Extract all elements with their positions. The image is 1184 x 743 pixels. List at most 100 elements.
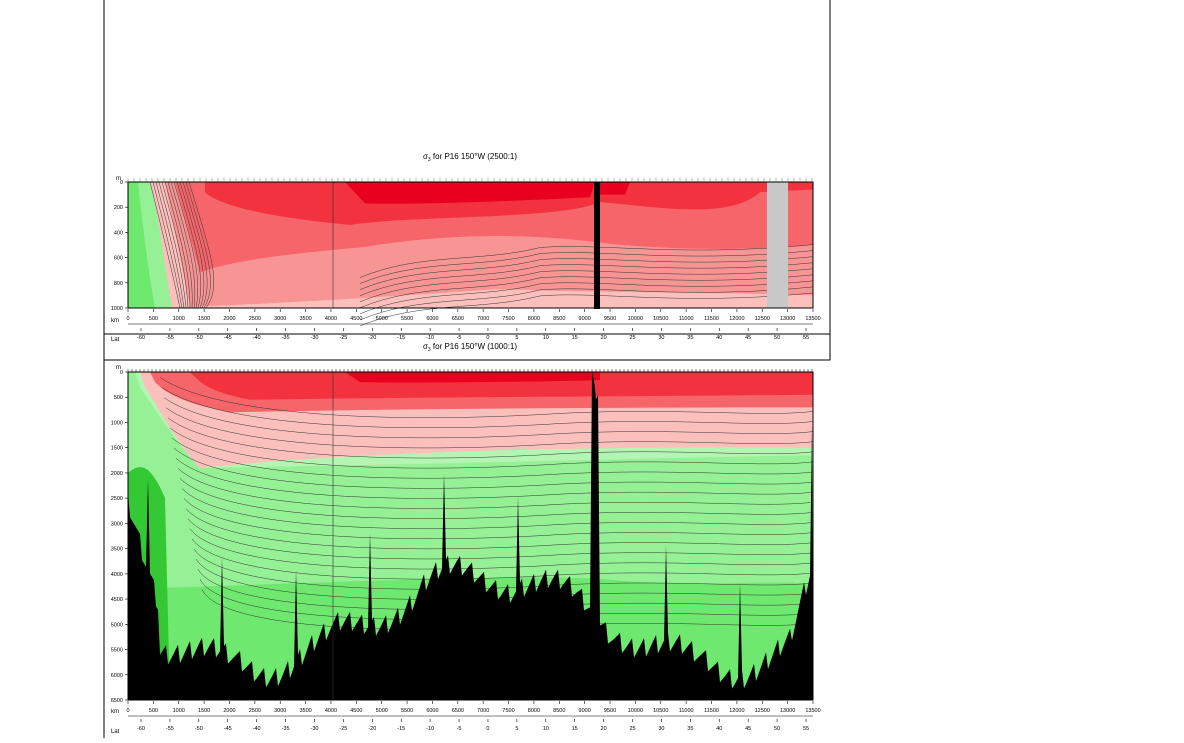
lat-tick-label: -40 [253, 335, 261, 341]
km-tick-label: 6500 [452, 316, 464, 322]
lat-tick-label: -60 [137, 335, 145, 341]
lat-tick-label: -25 [339, 335, 347, 341]
km-tick-label: 1500 [198, 708, 210, 714]
lat-tick-label: -10 [426, 726, 434, 732]
km-tick-label: 8500 [553, 708, 565, 714]
km-tick-label: 13500 [805, 316, 820, 322]
upper-contour-slope [158, 181, 187, 309]
lat-tick-label: 55 [803, 726, 809, 732]
depth-tick-label: 0 [120, 370, 123, 376]
lower-contour-line [165, 407, 814, 449]
lower-contour-line [161, 387, 814, 428]
depth-tick-label: 2500 [111, 496, 123, 502]
lat-tick-label: -5 [457, 335, 462, 341]
lower-section-panel: σ3 for P16 150°W (1000:1) m 050010001500… [111, 342, 821, 735]
lower-km-label: km [111, 709, 119, 715]
lat-tick-label: 35 [687, 335, 693, 341]
km-tick-label: 7500 [502, 708, 514, 714]
lat-tick-label: 50 [774, 335, 780, 341]
lower-contour-line [189, 528, 814, 570]
km-tick-label: 12500 [755, 708, 770, 714]
lat-tick-label: 45 [745, 726, 751, 732]
lat-tick-label: 5 [515, 726, 518, 732]
depth-tick-label: 5000 [111, 622, 123, 628]
km-tick-label: 2000 [223, 316, 235, 322]
depth-tick-label: 500 [114, 395, 123, 401]
lat-tick-label: -50 [195, 726, 203, 732]
lat-tick-label: 0 [486, 335, 489, 341]
lat-tick-label: 5 [515, 335, 518, 341]
km-tick-label: 7000 [477, 708, 489, 714]
upper-contour-slope [149, 181, 181, 309]
upper-contour-slope [173, 181, 198, 309]
km-tick-label: 5000 [376, 708, 388, 714]
upper-section-panel: σ3 for P16 150°W (2500:1) m 020040060080… [111, 152, 821, 343]
km-tick-label: 3000 [274, 316, 286, 322]
km-tick-label: 12000 [729, 708, 744, 714]
lower-contour-line [191, 538, 814, 580]
lat-tick-label: 25 [629, 335, 635, 341]
upper-layer-darkest [345, 182, 595, 204]
lower-contour-line [169, 427, 814, 469]
km-tick-label: 3000 [274, 708, 286, 714]
lat-tick-label: 30 [658, 335, 664, 341]
upper-contour-slope [170, 181, 196, 309]
upper-km-label: km [111, 318, 119, 324]
lower-contour-line [179, 478, 814, 519]
lat-tick-label: 10 [543, 335, 549, 341]
lower-plot-frame [127, 371, 814, 701]
km-tick-label: 10500 [653, 316, 668, 322]
lower-layer-red-darkest [345, 372, 600, 383]
upper-contour-slope [167, 181, 193, 309]
upper-plot-area [127, 178, 814, 327]
km-tick-label: 500 [149, 708, 158, 714]
upper-contour-slope [176, 181, 202, 309]
lat-tick-label: 55 [803, 335, 809, 341]
km-tick-label: 500 [149, 316, 158, 322]
lat-tick-label: -30 [311, 726, 319, 732]
lat-tick-label: 25 [629, 726, 635, 732]
km-tick-label: 11500 [704, 708, 719, 714]
lat-tick-label: 40 [716, 335, 722, 341]
depth-tick-label: 0 [120, 180, 123, 186]
lat-tick-label: -20 [368, 335, 376, 341]
lat-tick-label: -15 [397, 335, 405, 341]
km-tick-label: 10000 [628, 708, 643, 714]
km-tick-label: 13500 [805, 708, 820, 714]
upper-contour-deep [359, 250, 814, 284]
km-tick-label: 4500 [350, 708, 362, 714]
lat-tick-label: 15 [572, 335, 578, 341]
upper-contour-slope [188, 181, 215, 309]
upper-station-ticks [127, 178, 813, 182]
lat-tick-label: -40 [253, 726, 261, 732]
lower-seafloor [128, 372, 813, 700]
km-tick-label: 6500 [452, 708, 464, 714]
upper-contour-slope [185, 181, 211, 309]
km-tick-label: 7500 [502, 316, 514, 322]
upper-contour-deep [359, 256, 814, 290]
lat-tick-label: -25 [339, 726, 347, 732]
depth-tick-label: 5500 [111, 648, 123, 654]
lat-tick-label: 30 [658, 726, 664, 732]
lat-tick-label: 0 [486, 726, 489, 732]
km-tick-label: 2500 [249, 708, 261, 714]
lower-contour-line [177, 468, 814, 509]
upper-lat-axis: -60 -55 -50 -45 -40 -35 -30 -25 -20 -15 -10 -5 0 5 10 1… [137, 328, 809, 341]
km-tick-label: 9500 [604, 708, 616, 714]
depth-tick-label: 1500 [111, 446, 123, 452]
lower-chart-title: σ3 for P16 150°W (1000:1) [423, 342, 517, 353]
km-tick-label: 9000 [579, 708, 591, 714]
upper-section-divider [594, 182, 600, 309]
upper-contour-slope [152, 181, 183, 309]
km-tick-label: 1000 [173, 316, 185, 322]
lat-tick-label: -45 [224, 335, 232, 341]
lat-tick-label: -30 [311, 335, 319, 341]
lat-tick-label: 40 [716, 726, 722, 732]
lower-contour-line [193, 548, 814, 590]
lower-contour-line [175, 457, 814, 499]
lat-tick-label: 20 [601, 335, 607, 341]
depth-tick-label: 800 [114, 281, 123, 287]
lat-tick-label: -35 [282, 726, 290, 732]
upper-depth-axis: 0 200 400 600 800 1000 [111, 180, 128, 312]
